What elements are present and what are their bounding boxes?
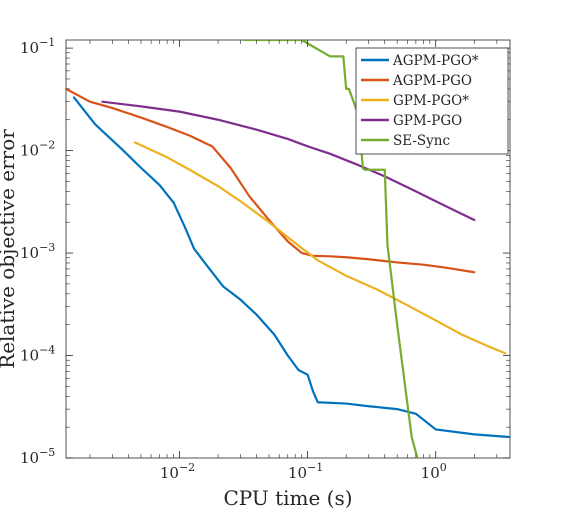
y-axis-label: Relative objective error <box>0 129 19 369</box>
x-tick-labels: 10−2 10−1 100 <box>160 461 447 482</box>
x-tick-marks <box>89 40 498 458</box>
series-line-2 <box>133 141 507 355</box>
series-layer <box>66 40 510 458</box>
y-tick-label-3: 10−2 <box>20 139 55 160</box>
legend-label-1: AGPM-PGO <box>392 73 472 89</box>
y-tick-label-4: 10−1 <box>20 36 55 57</box>
y-tick-label-0: 10−5 <box>20 446 55 467</box>
x-tick-label-2: 100 <box>421 461 447 482</box>
y-tick-label-2: 10−3 <box>20 241 55 262</box>
y-tick-labels: 10−5 10−4 10−3 10−2 10−1 <box>20 36 55 467</box>
series-line-0 <box>72 96 510 439</box>
x-tick-label-0: 10−2 <box>160 461 195 482</box>
legend-label-0: AGPM-PGO* <box>392 53 479 69</box>
y-tick-label-1: 10−4 <box>20 344 55 365</box>
legend-label-2: GPM-PGO* <box>393 93 469 109</box>
series-line-3 <box>101 100 476 222</box>
x-axis-label: CPU time (s) <box>223 486 352 510</box>
series-line-4 <box>243 40 419 458</box>
legend-label-4: SE-Sync <box>393 133 450 149</box>
legend: AGPM-PGO* AGPM-PGO GPM-PGO* GPM-PGO SE-Sync <box>355 47 509 155</box>
legend-label-3: GPM-PGO <box>393 113 462 129</box>
x-tick-label-1: 10−1 <box>288 461 323 482</box>
